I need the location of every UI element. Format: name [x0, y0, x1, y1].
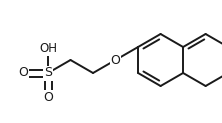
Text: S: S	[44, 67, 52, 79]
Text: O: O	[111, 54, 121, 67]
Text: O: O	[43, 91, 53, 104]
Text: OH: OH	[39, 42, 57, 55]
Text: O: O	[18, 67, 28, 79]
